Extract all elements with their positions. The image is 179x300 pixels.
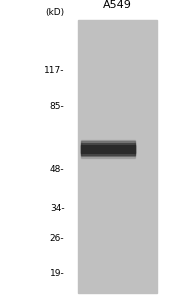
Text: 34-: 34-: [50, 204, 64, 213]
Bar: [78, 20, 157, 292]
Bar: [81, 143, 135, 155]
Text: (kD): (kD): [45, 8, 64, 16]
Text: A549: A549: [103, 1, 132, 10]
Text: 19-: 19-: [50, 269, 64, 278]
Text: 48-: 48-: [50, 166, 64, 175]
Text: 85-: 85-: [50, 102, 64, 111]
Text: 117-: 117-: [44, 66, 64, 75]
Text: 26-: 26-: [50, 234, 64, 243]
Bar: [81, 140, 135, 158]
Bar: [81, 145, 135, 153]
Bar: [81, 141, 135, 156]
